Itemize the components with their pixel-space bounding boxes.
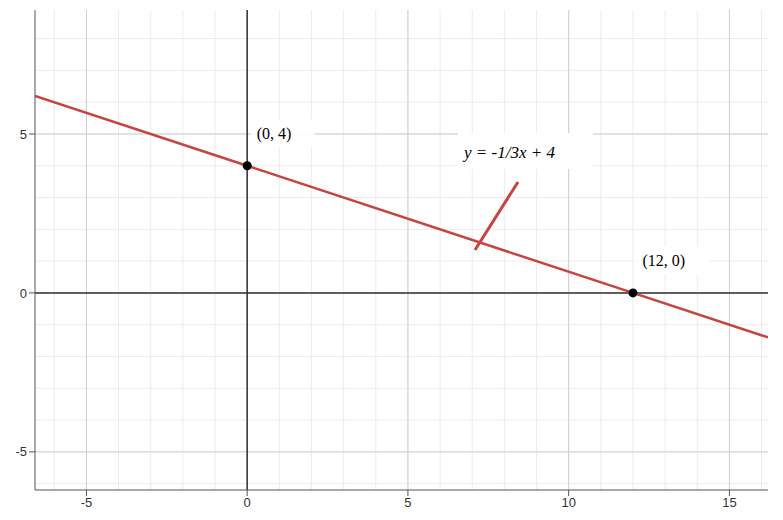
svg-text:5: 5	[404, 495, 411, 510]
svg-text:10: 10	[561, 495, 575, 510]
svg-text:0: 0	[244, 495, 251, 510]
svg-text:y = -1/3x + 4: y = -1/3x + 4	[462, 143, 555, 162]
svg-text:0: 0	[20, 286, 27, 301]
svg-text:15: 15	[722, 495, 736, 510]
svg-text:-5: -5	[15, 444, 27, 459]
svg-text:(12, 0): (12, 0)	[642, 252, 685, 270]
svg-text:5: 5	[20, 127, 27, 142]
svg-text:(0, 4): (0, 4)	[257, 125, 292, 143]
svg-text:-5: -5	[81, 495, 93, 510]
